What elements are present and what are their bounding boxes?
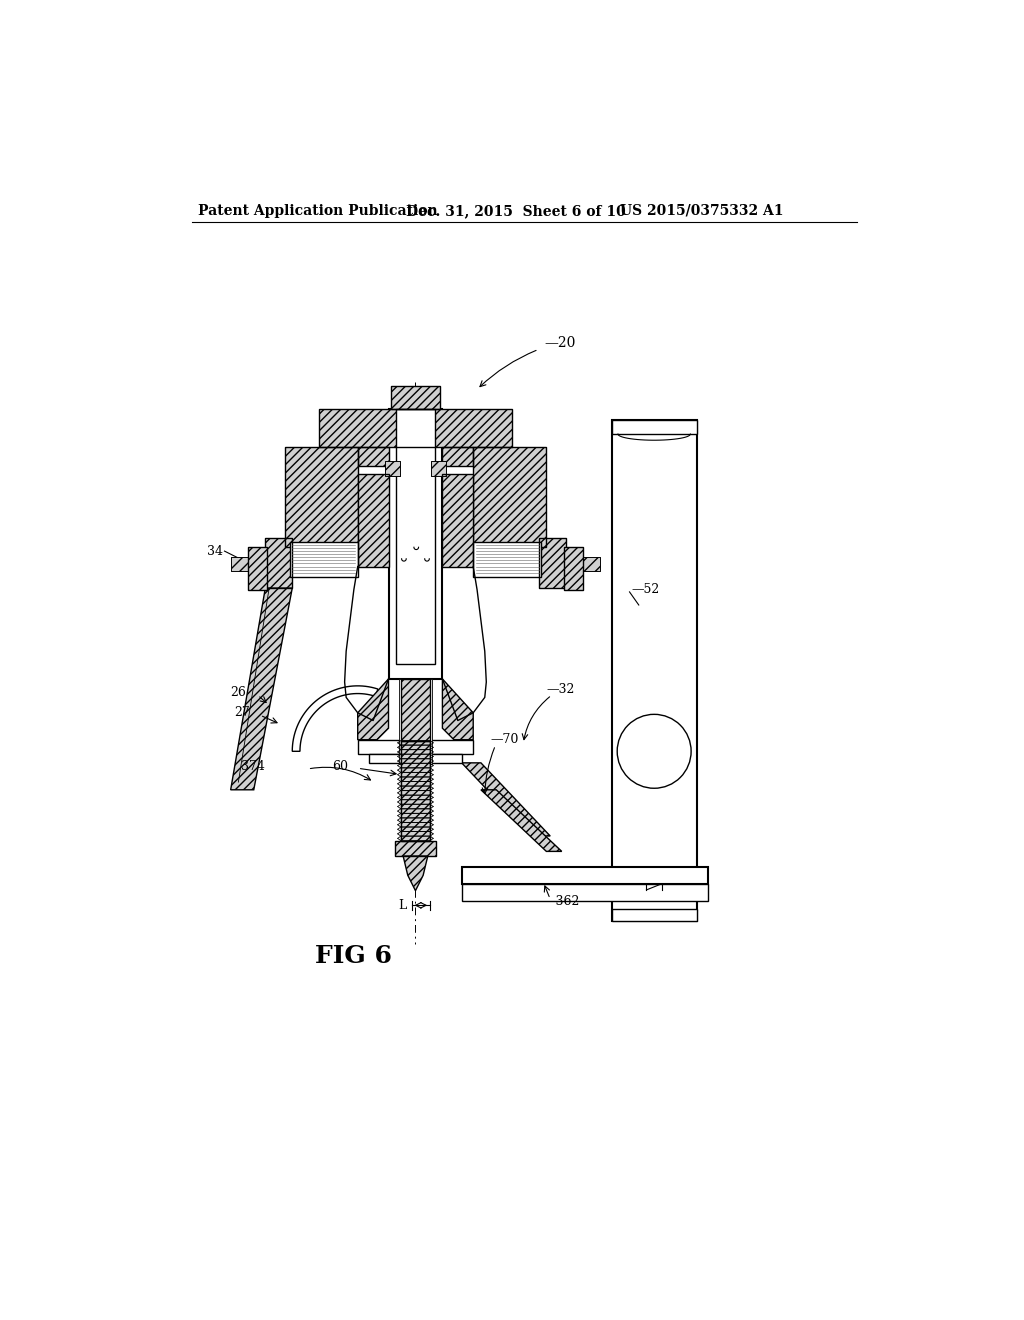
Bar — [391, 387, 440, 409]
Bar — [539, 539, 565, 589]
Bar — [319, 409, 512, 447]
Bar — [611, 420, 696, 434]
Bar — [473, 447, 547, 548]
Bar — [611, 909, 696, 921]
Polygon shape — [442, 678, 473, 739]
Text: —52: —52 — [631, 583, 659, 597]
Bar — [248, 548, 267, 590]
Text: 26: 26 — [230, 685, 246, 698]
Text: 60: 60 — [332, 760, 348, 774]
Bar — [357, 474, 388, 566]
Text: FIG 6: FIG 6 — [315, 944, 392, 968]
Bar — [431, 461, 446, 477]
Bar — [539, 539, 565, 589]
Bar — [473, 543, 541, 577]
Bar — [396, 409, 435, 664]
Text: L: L — [398, 899, 407, 912]
Bar — [564, 548, 584, 590]
Text: —20: —20 — [545, 337, 577, 350]
Bar — [391, 387, 440, 409]
Bar — [442, 474, 473, 566]
Bar — [400, 741, 430, 841]
Bar — [442, 447, 473, 466]
Text: US 2015/0375332 A1: US 2015/0375332 A1 — [620, 203, 783, 218]
Bar — [357, 447, 388, 466]
Bar — [319, 409, 512, 447]
Bar — [385, 461, 400, 477]
Text: 34: 34 — [207, 545, 223, 557]
Bar — [285, 447, 357, 548]
Text: 27: 27 — [234, 706, 250, 719]
Bar — [357, 474, 388, 566]
Bar — [584, 557, 600, 572]
Bar — [442, 474, 473, 566]
Bar — [370, 754, 462, 763]
Bar — [400, 741, 430, 841]
Bar — [442, 447, 473, 466]
Polygon shape — [403, 855, 428, 891]
Bar — [400, 678, 430, 741]
Text: Dec. 31, 2015  Sheet 6 of 10: Dec. 31, 2015 Sheet 6 of 10 — [407, 203, 626, 218]
Text: —32: —32 — [547, 684, 574, 696]
Text: 374: 374 — [242, 760, 265, 774]
Polygon shape — [357, 678, 388, 739]
Bar — [394, 841, 436, 855]
Bar — [462, 867, 708, 884]
Bar — [285, 447, 357, 548]
Bar — [398, 678, 432, 763]
Bar — [290, 543, 357, 577]
Bar — [473, 447, 547, 548]
Bar — [431, 461, 446, 477]
Polygon shape — [481, 789, 562, 851]
Polygon shape — [292, 686, 378, 751]
Text: Patent Application Publication: Patent Application Publication — [199, 203, 438, 218]
Bar — [357, 739, 473, 754]
Bar — [230, 557, 248, 572]
Bar — [385, 461, 400, 477]
Bar — [265, 539, 292, 589]
Bar — [564, 548, 584, 590]
Bar — [400, 678, 430, 741]
Bar — [462, 884, 708, 900]
Bar — [611, 420, 696, 921]
Bar — [357, 447, 388, 466]
Bar — [388, 409, 442, 678]
Bar — [248, 548, 267, 590]
Bar — [394, 841, 436, 855]
Text: —70: —70 — [490, 733, 519, 746]
Text: —362: —362 — [544, 895, 580, 908]
Circle shape — [617, 714, 691, 788]
Bar — [265, 539, 292, 589]
Bar — [230, 557, 248, 572]
Polygon shape — [462, 763, 550, 836]
Bar — [584, 557, 600, 572]
Polygon shape — [230, 589, 292, 789]
